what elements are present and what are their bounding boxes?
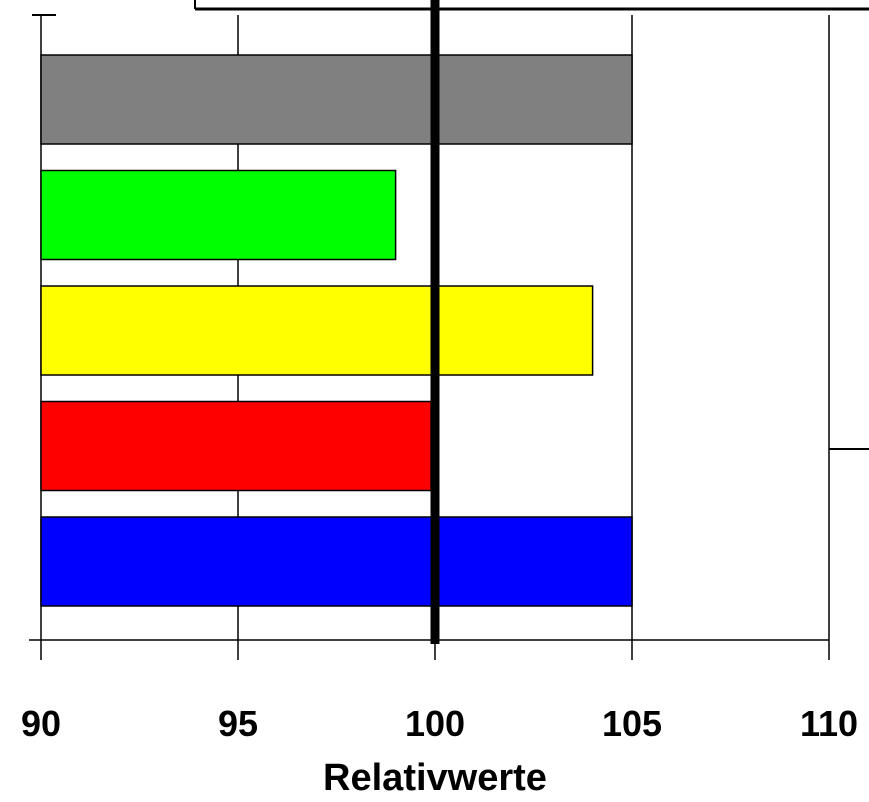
bar-4	[40, 400, 432, 492]
bar-5	[40, 516, 633, 607]
x-tick-label-95: 95	[218, 703, 258, 744]
bar-series	[40, 54, 633, 607]
x-tick-label-90: 90	[21, 703, 61, 744]
x-axis	[29, 639, 830, 660]
x-tick-label-110: 110	[800, 703, 858, 744]
bar-3	[40, 285, 594, 376]
bar-2	[40, 169, 397, 261]
x-tick-label-105: 105	[602, 703, 662, 744]
x-tick-label-100: 100	[405, 703, 465, 744]
x-axis-title: Relativwerte	[323, 757, 547, 799]
bar-1	[40, 54, 633, 145]
x-tick-labels: 90 95 100 105 110	[21, 703, 858, 744]
